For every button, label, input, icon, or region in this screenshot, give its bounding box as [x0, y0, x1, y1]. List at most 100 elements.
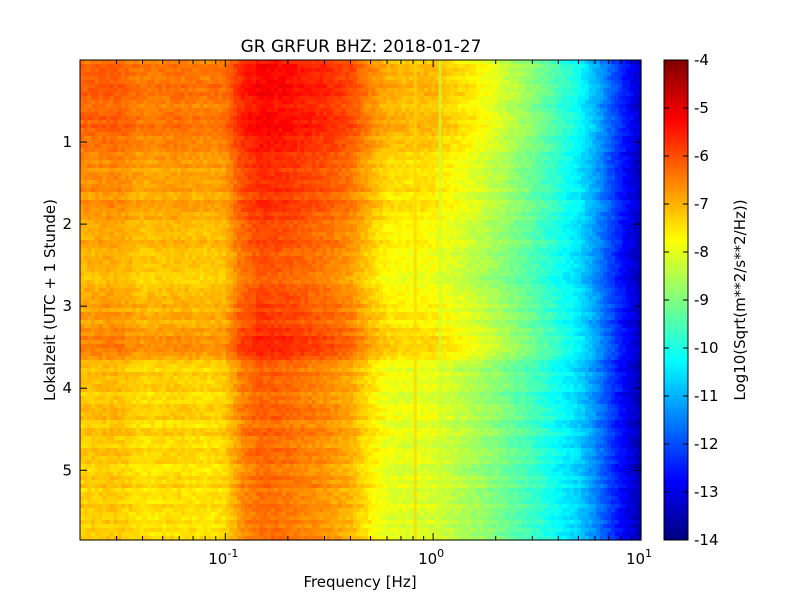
- heatmap-cell: [476, 68, 481, 73]
- heatmap-cell: [427, 136, 433, 141]
- heatmap-cell: [285, 92, 291, 97]
- heatmap-cell: [248, 72, 253, 77]
- heatmap-cell: [446, 72, 451, 77]
- heatmap-cell: [240, 124, 246, 129]
- heatmap-cell: [457, 80, 463, 85]
- heatmap-cell: [360, 120, 365, 125]
- heatmap-cell: [259, 172, 264, 177]
- heatmap-cell: [405, 68, 410, 73]
- heatmap-cell: [270, 116, 276, 121]
- heatmap-cell: [222, 88, 227, 93]
- heatmap-cell: [136, 144, 141, 149]
- heatmap-cell: [94, 176, 100, 181]
- heatmap-cell: [203, 164, 208, 169]
- heatmap-cell: [308, 104, 313, 109]
- heatmap-cell: [468, 164, 474, 169]
- heatmap-cell: [581, 96, 586, 101]
- heatmap-cell: [345, 88, 350, 93]
- heatmap-cell: [207, 108, 212, 113]
- heatmap-cell: [289, 172, 294, 177]
- heatmap-cell: [472, 128, 478, 133]
- heatmap-cell: [334, 88, 339, 93]
- heatmap-cell: [113, 64, 118, 69]
- heatmap-cell: [382, 60, 388, 65]
- heatmap-cell: [128, 192, 133, 197]
- heatmap-cell: [139, 128, 145, 133]
- heatmap-cell: [293, 76, 298, 81]
- heatmap-cell: [513, 124, 519, 129]
- heatmap-cell: [274, 172, 279, 177]
- heatmap-cell: [117, 88, 122, 93]
- heatmap-cell: [240, 152, 246, 157]
- heatmap-cell: [300, 176, 305, 181]
- heatmap-cell: [566, 108, 571, 113]
- heatmap-cell: [106, 180, 111, 185]
- heatmap-cell: [151, 104, 156, 109]
- heatmap-cell: [394, 176, 399, 181]
- heatmap-cell: [199, 112, 205, 117]
- heatmap-cell: [87, 104, 92, 109]
- heatmap-cell: [319, 144, 324, 149]
- heatmap-cell: [207, 76, 212, 81]
- heatmap-cell: [132, 108, 137, 113]
- heatmap-cell: [495, 180, 500, 185]
- heatmap-cell: [248, 84, 253, 89]
- heatmap-cell: [536, 120, 541, 125]
- heatmap-cell: [532, 128, 537, 133]
- heatmap-cell: [618, 144, 623, 149]
- heatmap-cell: [233, 132, 238, 137]
- heatmap-cell: [554, 148, 560, 153]
- heatmap-cell: [139, 180, 145, 185]
- heatmap-cell: [83, 124, 89, 129]
- heatmap-cell: [558, 80, 564, 85]
- heatmap-cell: [603, 88, 608, 93]
- heatmap-cell: [106, 184, 111, 189]
- heatmap-cell: [274, 132, 279, 137]
- heatmap-cell: [472, 184, 478, 189]
- heatmap-cell: [102, 64, 107, 69]
- heatmap-cell: [237, 120, 242, 125]
- heatmap-cell: [618, 76, 623, 81]
- heatmap-cell: [540, 108, 545, 113]
- heatmap-cell: [637, 64, 642, 69]
- heatmap-cell: [461, 152, 466, 157]
- heatmap-cell: [517, 100, 522, 105]
- heatmap-cell: [626, 128, 631, 133]
- heatmap-cell: [517, 92, 522, 97]
- heatmap-cell: [382, 160, 388, 165]
- heatmap-cell: [289, 180, 294, 185]
- heatmap-cell: [132, 136, 137, 141]
- heatmap-cell: [468, 148, 474, 153]
- heatmap-cell: [240, 120, 246, 125]
- heatmap-cell: [248, 60, 253, 65]
- heatmap-cell: [345, 76, 350, 81]
- heatmap-cell: [169, 148, 175, 153]
- heatmap-cell: [270, 72, 276, 77]
- heatmap-cell: [607, 84, 612, 89]
- heatmap-cell: [394, 88, 399, 93]
- heatmap-cell: [442, 188, 448, 193]
- heatmap-cell: [371, 124, 377, 129]
- heatmap-cell: [199, 172, 205, 177]
- heatmap-cell: [581, 80, 586, 85]
- heatmap-cell: [237, 124, 242, 129]
- heatmap-cell: [169, 124, 175, 129]
- heatmap-cell: [323, 88, 328, 93]
- heatmap-cell: [293, 112, 298, 117]
- heatmap-cell: [80, 84, 85, 89]
- heatmap-cell: [554, 124, 560, 129]
- heatmap-cell: [94, 156, 100, 161]
- heatmap-cell: [334, 128, 339, 133]
- heatmap-cell: [233, 124, 238, 129]
- heatmap-cell: [379, 184, 384, 189]
- heatmap-cell: [405, 92, 410, 97]
- heatmap-cell: [476, 112, 481, 117]
- heatmap-cell: [573, 132, 579, 137]
- heatmap-cell: [596, 152, 601, 157]
- heatmap-cell: [304, 112, 309, 117]
- heatmap-cell: [397, 172, 403, 177]
- heatmap-cell: [203, 156, 208, 161]
- heatmap-cell: [143, 108, 148, 113]
- heatmap-cell: [371, 88, 377, 93]
- heatmap-cell: [143, 92, 148, 97]
